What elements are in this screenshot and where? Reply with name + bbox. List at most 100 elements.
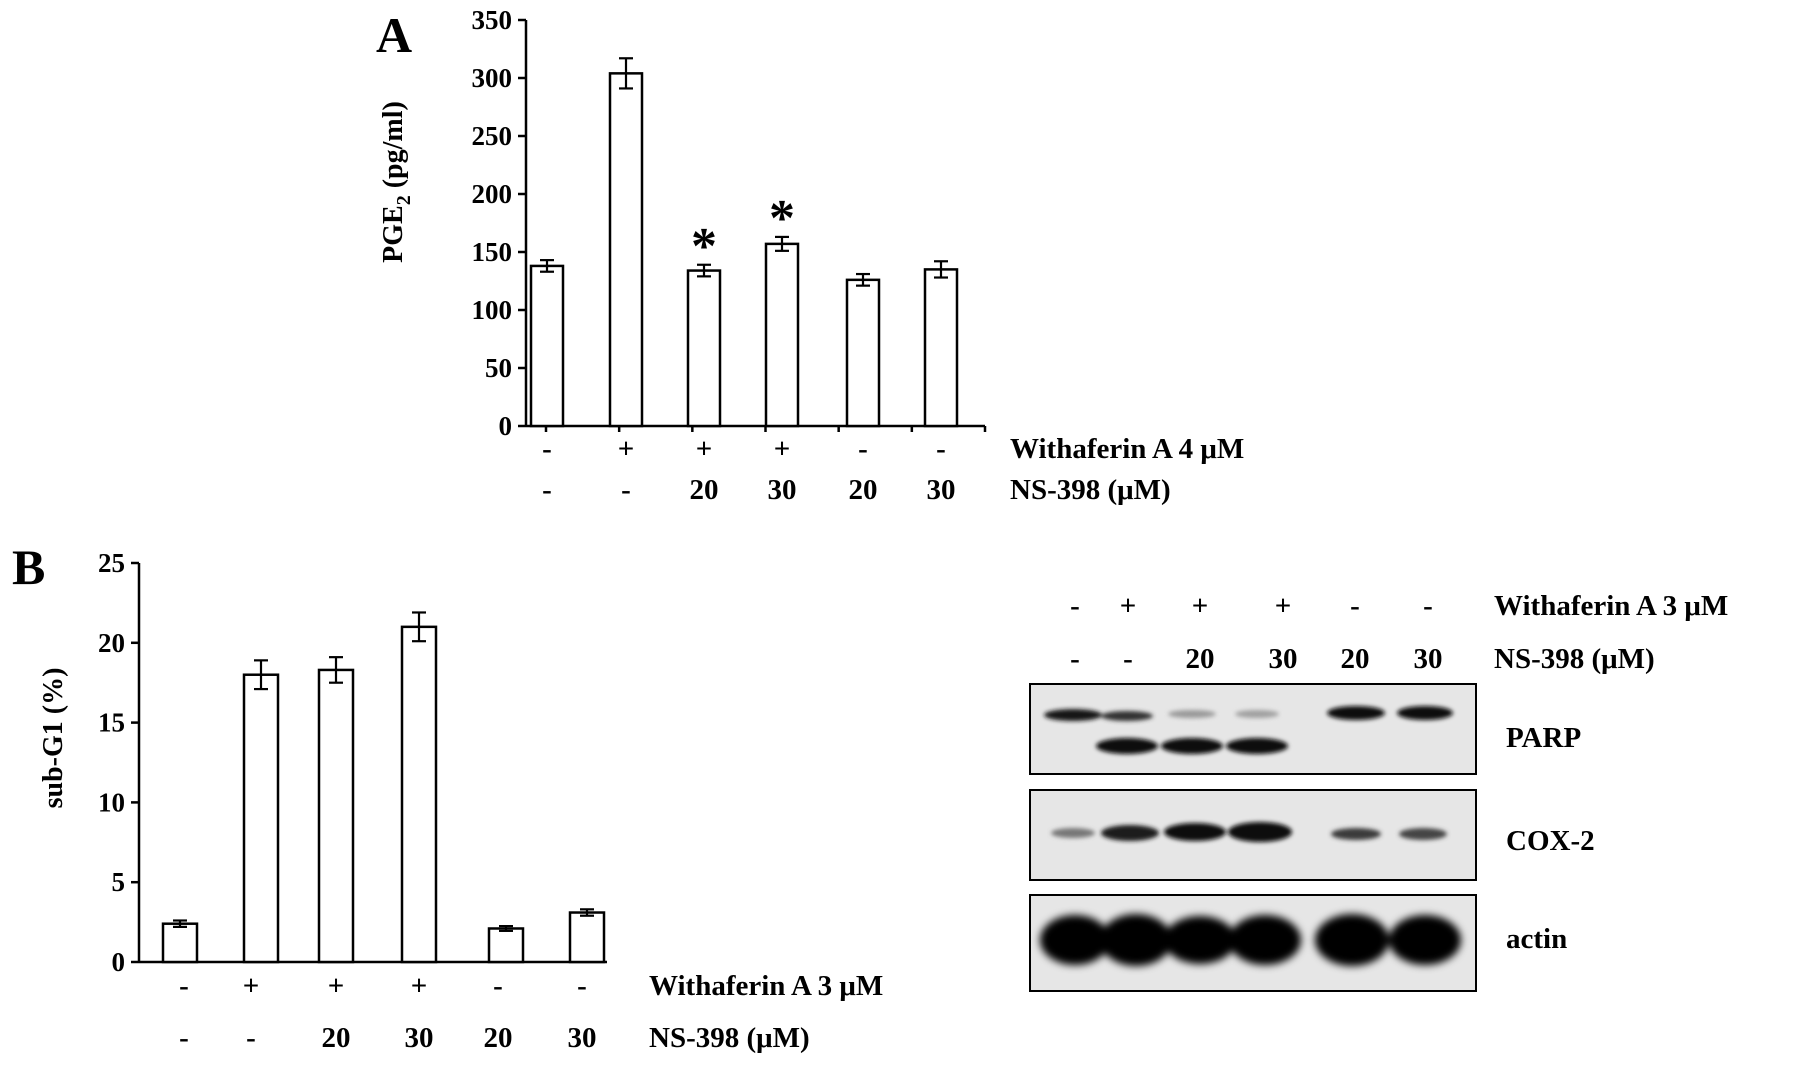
band (1101, 711, 1153, 721)
band (1040, 915, 1110, 965)
bar (487, 927, 525, 964)
band (1096, 738, 1158, 754)
y-tick-label: 250 (472, 121, 513, 151)
blot-treatment-value: 20 (1341, 643, 1370, 675)
blot-treatment-value: - (1070, 643, 1080, 675)
blot-panel-cox2: COX-2 (1029, 789, 1595, 881)
panel-b-y-ticks: 0 5 10 15 20 25 (98, 548, 139, 977)
treatment-label: Withaferin A 3 μM (649, 970, 883, 1002)
treatment-value: - (542, 433, 552, 465)
blot-treatment-value: + (1192, 590, 1209, 622)
treatment-value: 20 (690, 474, 719, 506)
treatment-value: - (858, 433, 868, 465)
blot-treatment-value: - (1423, 590, 1433, 622)
bar (242, 673, 280, 964)
panel-a-label: A (376, 7, 412, 63)
blot-treatment-value: + (1275, 590, 1292, 622)
band (1315, 914, 1389, 966)
y-tick-label: 350 (472, 5, 513, 35)
treatment-value: 20 (322, 1022, 351, 1054)
treatment-label: NS-398 (μM) (1010, 474, 1171, 506)
treatment-value: + (328, 970, 345, 1002)
band (1228, 822, 1292, 842)
bar (845, 278, 881, 428)
treatment-label: Withaferin A 4 μM (1010, 433, 1244, 465)
blot-treatment-value: - (1123, 643, 1133, 675)
actin-bands (1040, 914, 1461, 966)
y-tick-label: 10 (98, 787, 125, 817)
blot-label-parp: PARP (1506, 722, 1581, 754)
bar (608, 72, 644, 428)
western-blot: - + + + - - Withaferin A 3 μM - - 20 30 20 30 NS-398 … (1029, 590, 1728, 992)
treatment-value: + (618, 433, 635, 465)
treatment-value: - (179, 1022, 189, 1054)
y-tick-label: 150 (472, 237, 513, 267)
blot-treatment-value: 30 (1269, 643, 1298, 675)
band (1229, 915, 1301, 965)
cox2-bands (1051, 822, 1447, 842)
treatment-label: NS-398 (μM) (649, 1022, 810, 1054)
blot-label-actin: actin (1506, 923, 1567, 955)
panel-b-bars (161, 611, 606, 964)
y-tick-label: 15 (98, 708, 125, 738)
treatment-value: + (696, 433, 713, 465)
band (1327, 706, 1385, 720)
band (1051, 828, 1095, 838)
treatment-value: + (411, 970, 428, 1002)
y-tick-label: 50 (485, 353, 512, 383)
band (1044, 709, 1102, 721)
panel-b: B sub-G1 (%) 0 5 10 15 20 25 - + + + - - Withaferin… (12, 539, 883, 1054)
bar (686, 269, 722, 428)
panel-b-y-axis-label: sub-G1 (%) (38, 668, 69, 809)
y-tick-label: 200 (472, 179, 513, 209)
treatment-value: 20 (849, 474, 878, 506)
panel-a-y-axis-label: PGE2 (pg/ml) (378, 101, 415, 263)
panel-a-axes (524, 20, 985, 428)
treatment-value: - (493, 970, 503, 1002)
panel-a-bars: * * (529, 57, 959, 428)
treatment-value: - (936, 433, 946, 465)
treatment-value: + (774, 433, 791, 465)
bar (161, 922, 199, 964)
significance-mark: * (769, 190, 795, 247)
bar (317, 668, 355, 964)
band (1397, 706, 1453, 720)
blot-treatment-value: - (1350, 590, 1360, 622)
treatment-value: + (243, 970, 260, 1002)
blot-panel-actin: actin (1029, 894, 1567, 992)
treatment-value: 30 (568, 1022, 597, 1054)
treatment-value: 30 (405, 1022, 434, 1054)
panel-b-axes (137, 563, 607, 964)
band (1331, 828, 1381, 840)
blot-treatment-value: + (1120, 590, 1137, 622)
blot-treatment-label: NS-398 (μM) (1494, 643, 1655, 675)
panel-b-treatment-rows: - + + + - - Withaferin A 3 μM - - 20 30 20 30 NS-398 … (179, 970, 883, 1054)
band (1399, 828, 1447, 840)
significance-mark: * (691, 218, 717, 275)
y-tick-label: 0 (112, 947, 126, 977)
y-tick-label: 20 (98, 628, 125, 658)
y-tick-label: 0 (499, 411, 513, 441)
treatment-value: 30 (768, 474, 797, 506)
band (1226, 738, 1288, 754)
treatment-value: 20 (484, 1022, 513, 1054)
bar (923, 268, 959, 428)
band (1164, 823, 1226, 841)
y-tick-label: 25 (98, 548, 125, 578)
blot-treatment-value: 30 (1414, 643, 1443, 675)
blot-panel-parp: PARP (1029, 683, 1581, 775)
blot-treatment-label: Withaferin A 3 μM (1494, 590, 1728, 622)
treatment-value: - (577, 970, 587, 1002)
parp-bands (1044, 706, 1453, 754)
panel-a-y-ticks: 0 50 100 150 200 250 300 350 (472, 5, 987, 441)
bar (529, 264, 565, 428)
blot-treatment-rows: - + + + - - Withaferin A 3 μM - - 20 30 20 30 NS-398 … (1070, 590, 1728, 675)
treatment-value: - (179, 970, 189, 1002)
panel-a-treatment-rows: - + + + - - Withaferin A 4 μM - - 20 30 20 30 NS-398 … (542, 433, 1244, 506)
treatment-value: 30 (927, 474, 956, 506)
bar (764, 242, 800, 428)
y-tick-label: 5 (112, 867, 126, 897)
panel-b-label: B (12, 539, 45, 595)
blot-frame-parp (1029, 683, 1477, 775)
